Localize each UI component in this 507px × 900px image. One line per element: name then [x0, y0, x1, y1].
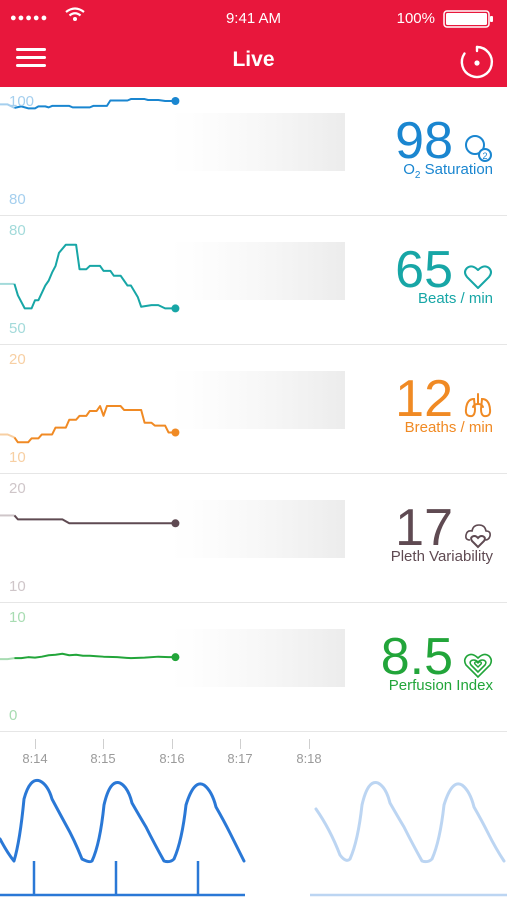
- current-value-dot: [171, 428, 180, 437]
- panel-respiration-rate[interactable]: 20 10 12 Breaths / min: [0, 345, 507, 474]
- reading-spo2: 98 2: [395, 107, 493, 167]
- tick-mark: [103, 739, 104, 749]
- status-bar: ●●●●● 9:41 AM 100%: [0, 0, 507, 36]
- recent-window-shade: [170, 629, 345, 687]
- tick-label: 8:18: [296, 751, 322, 766]
- trend-line: [13, 514, 176, 525]
- value-pulse-rate: 65: [395, 241, 453, 299]
- lungs-icon: [464, 393, 492, 418]
- reading-pulse-rate: 65: [395, 236, 493, 296]
- scale-top-spo2: 100: [9, 93, 35, 110]
- scale-bottom-spo2: 80: [9, 191, 26, 208]
- panel-spo2[interactable]: 100 80 98 2 O2 Saturation: [0, 87, 507, 216]
- scale-top-respiration-rate: 20: [9, 351, 26, 368]
- recent-window-shade: [170, 371, 345, 429]
- tick-mark: [309, 739, 310, 749]
- label-pleth-variability: Pleth Variability: [390, 548, 493, 565]
- value-pleth-variability: 17: [395, 499, 453, 557]
- reading-pleth-variability: 17: [395, 494, 493, 554]
- battery-percentage: 100%: [396, 10, 435, 27]
- current-value-dot: [171, 97, 180, 105]
- current-value-dot: [171, 304, 180, 313]
- chart-respiration-rate: [0, 371, 345, 444]
- perfusion-icon: [463, 653, 493, 679]
- panel-pulse-rate[interactable]: 80 50 65 Beats / min: [0, 216, 507, 345]
- waveform-trace: [0, 778, 246, 864]
- label-spo2-sub: 2: [414, 170, 421, 181]
- tick-mark: [240, 739, 241, 749]
- trend-line: [13, 243, 176, 310]
- tick-label: 8:15: [90, 751, 116, 766]
- trend-line-lead-in: [0, 433, 15, 439]
- chart-perfusion-index: [0, 629, 345, 687]
- svg-text:2: 2: [482, 151, 487, 161]
- battery-icon: [443, 10, 493, 28]
- menu-icon-line: [16, 48, 46, 51]
- scale-top-pulse-rate: 80: [9, 222, 26, 239]
- scale-top-perfusion-index: 10: [9, 609, 26, 626]
- gauge-icon[interactable]: [459, 44, 495, 80]
- chart-pleth-variability: [0, 500, 345, 558]
- trend-line-lead-in: [0, 657, 15, 661]
- chart-spo2: [0, 97, 345, 171]
- trend-line: [14, 652, 176, 660]
- label-spo2-rest: Saturation: [420, 161, 493, 178]
- waveform-trace-faded: [314, 780, 506, 864]
- recent-window-shade: [170, 113, 345, 171]
- tick-mark: [35, 739, 36, 749]
- o2-icon: 2: [465, 135, 492, 162]
- reading-respiration-rate: 12: [395, 365, 493, 425]
- reading-perfusion-index: 8.5: [381, 623, 493, 683]
- recent-window-shade: [170, 500, 345, 558]
- menu-icon-line: [16, 56, 46, 59]
- value-perfusion-index: 8.5: [380, 628, 453, 686]
- tick-label: 8:16: [159, 751, 185, 766]
- scale-bottom-pleth-variability: 10: [9, 578, 26, 595]
- page-title: Live: [232, 48, 275, 71]
- scale-bottom-respiration-rate: 10: [9, 449, 26, 466]
- scale-top-pleth-variability: 20: [9, 480, 26, 497]
- chart-pulse-rate: [0, 242, 345, 313]
- label-pulse-rate: Beats / min: [417, 290, 493, 307]
- label-respiration-rate: Breaths / min: [404, 419, 493, 436]
- label-spo2-main: O: [403, 161, 415, 178]
- tick-label: 8:17: [227, 751, 253, 766]
- heart-icon: [464, 265, 492, 289]
- current-value-dot: [171, 653, 180, 662]
- navigation-bar: Live: [0, 40, 507, 84]
- app-header: ●●●●● 9:41 AM 100% Live: [0, 0, 507, 87]
- menu-icon-line: [16, 64, 46, 67]
- scale-bottom-pulse-rate: 50: [9, 320, 26, 337]
- tick-label: 8:14: [22, 751, 48, 766]
- pleth-icon: [465, 524, 491, 549]
- time-axis: 8:14 8:15 8:16 8:17 8:18: [0, 735, 507, 769]
- panel-pleth-variability[interactable]: 20 10 17 Pleth Variability: [0, 474, 507, 603]
- value-spo2: 98: [395, 112, 453, 170]
- recent-window-shade: [170, 242, 345, 300]
- trend-line: [14, 98, 176, 110]
- wifi-icon: [65, 7, 85, 21]
- pleth-waveform: [0, 778, 507, 897]
- label-perfusion-index: Perfusion Index: [388, 677, 493, 694]
- scale-bottom-perfusion-index: 0: [9, 707, 18, 724]
- menu-button[interactable]: [16, 48, 46, 74]
- trend-line: [13, 405, 176, 444]
- trend-line-lead-in: [0, 103, 15, 109]
- current-value-dot: [171, 519, 180, 528]
- status-time: 9:41 AM: [225, 10, 282, 27]
- tick-mark: [172, 739, 173, 749]
- panel-perfusion-index[interactable]: 10 0 8.5 Perfusion Index: [0, 603, 507, 732]
- label-spo2: O2 Saturation: [403, 161, 493, 181]
- value-respiration-rate: 12: [395, 370, 453, 428]
- signal-strength: ●●●●●: [10, 12, 49, 24]
